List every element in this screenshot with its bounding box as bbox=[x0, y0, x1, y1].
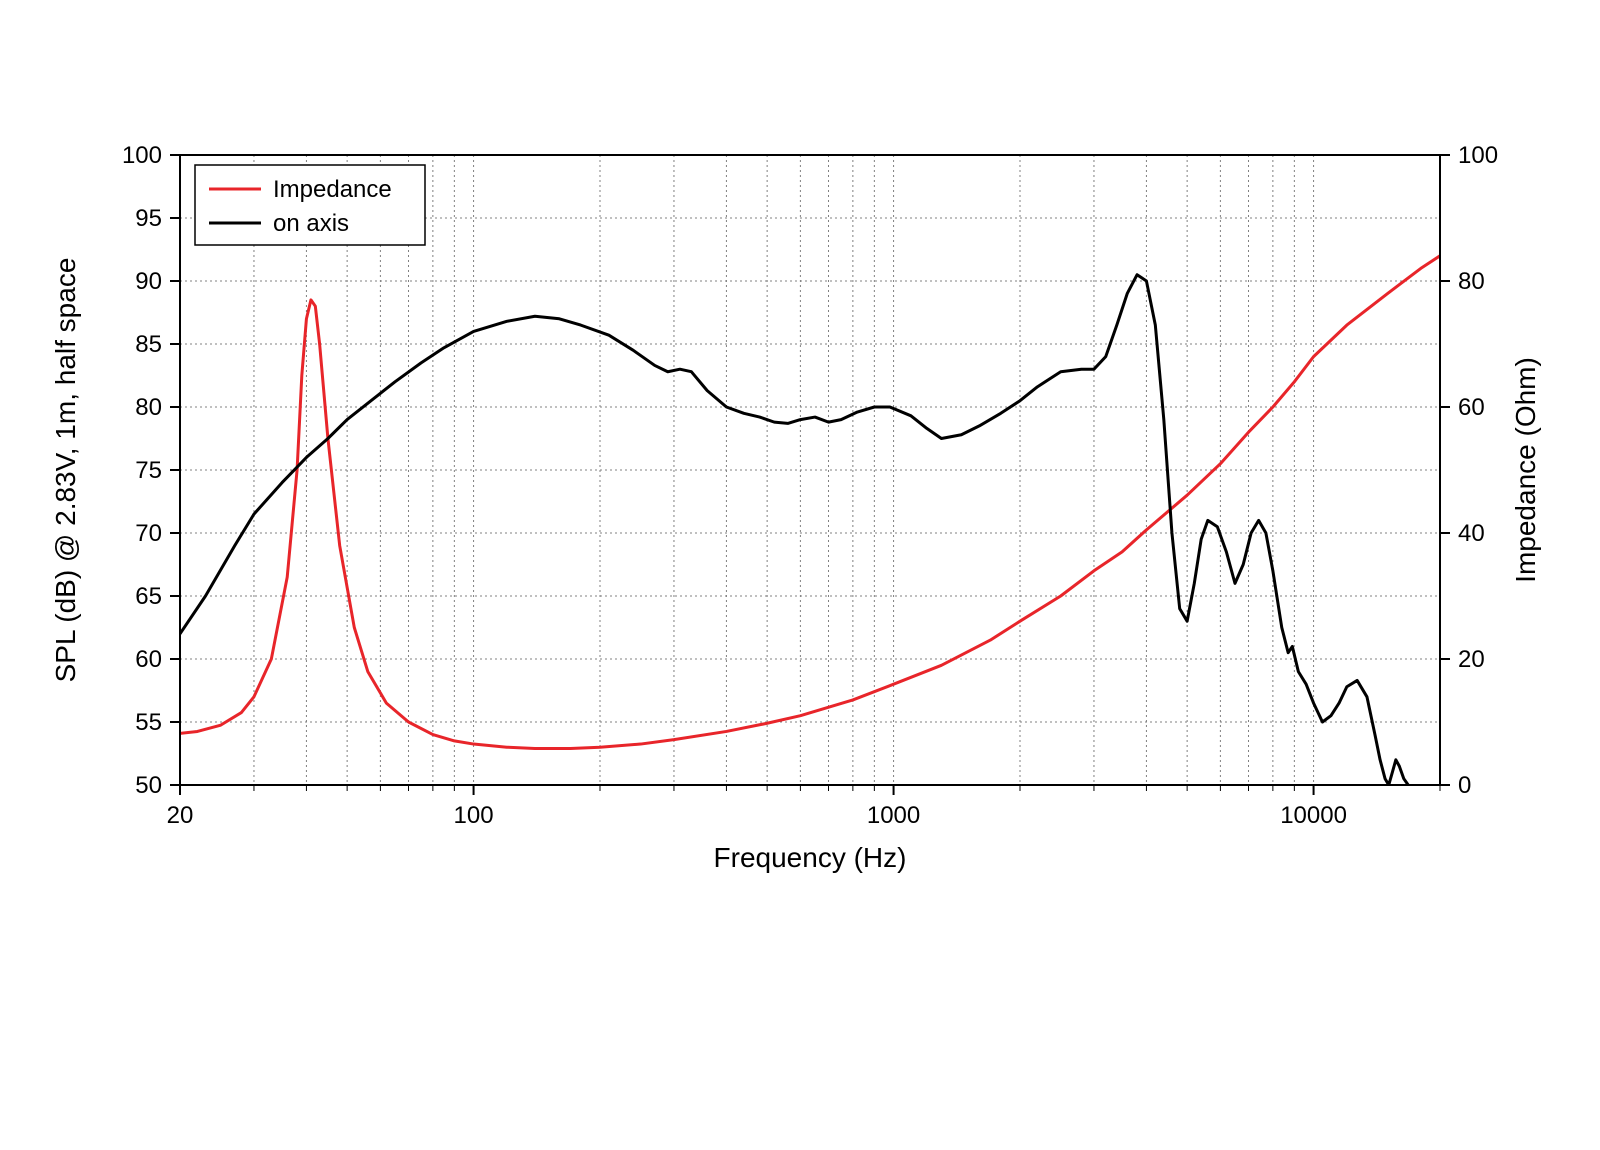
y-right-tick-label: 60 bbox=[1458, 394, 1485, 421]
y-left-tick-label: 75 bbox=[135, 457, 162, 484]
y-right-tick-label: 100 bbox=[1458, 142, 1498, 169]
y-left-tick-label: 55 bbox=[135, 709, 162, 736]
y-left-tick-label: 65 bbox=[135, 583, 162, 610]
x-tick-label: 100 bbox=[454, 802, 494, 829]
x-tick-label: 1000 bbox=[867, 802, 920, 829]
y-left-tick-label: 85 bbox=[135, 331, 162, 358]
y-right-tick-label: 40 bbox=[1458, 520, 1485, 547]
chart-svg: 20100100010000Frequency (Hz)505560657075… bbox=[0, 0, 1600, 1150]
legend: Impedance on axis bbox=[195, 165, 425, 245]
y-right-axis-label: Impedance (Ohm) bbox=[1510, 357, 1541, 583]
y-left-tick-label: 60 bbox=[135, 646, 162, 673]
y-right-tick-label: 20 bbox=[1458, 646, 1485, 673]
legend-label: Impedance bbox=[273, 176, 392, 203]
legend-label: on axis bbox=[273, 210, 349, 237]
y-left-axis-label: SPL (dB) @ 2.83V, 1m, half space bbox=[50, 258, 81, 683]
frequency-response-chart: 20100100010000Frequency (Hz)505560657075… bbox=[0, 0, 1600, 1150]
x-tick-label: 20 bbox=[167, 802, 194, 829]
y-left-tick-label: 80 bbox=[135, 394, 162, 421]
x-tick-label: 10000 bbox=[1280, 802, 1347, 829]
x-axis-label: Frequency (Hz) bbox=[714, 842, 907, 873]
y-left-tick-label: 70 bbox=[135, 520, 162, 547]
y-left-tick-label: 50 bbox=[135, 772, 162, 799]
y-right-tick-label: 80 bbox=[1458, 268, 1485, 295]
y-right-tick-label: 0 bbox=[1458, 772, 1471, 799]
y-left-tick-label: 95 bbox=[135, 205, 162, 232]
y-left-tick-label: 90 bbox=[135, 268, 162, 295]
y-left-tick-label: 100 bbox=[122, 142, 162, 169]
